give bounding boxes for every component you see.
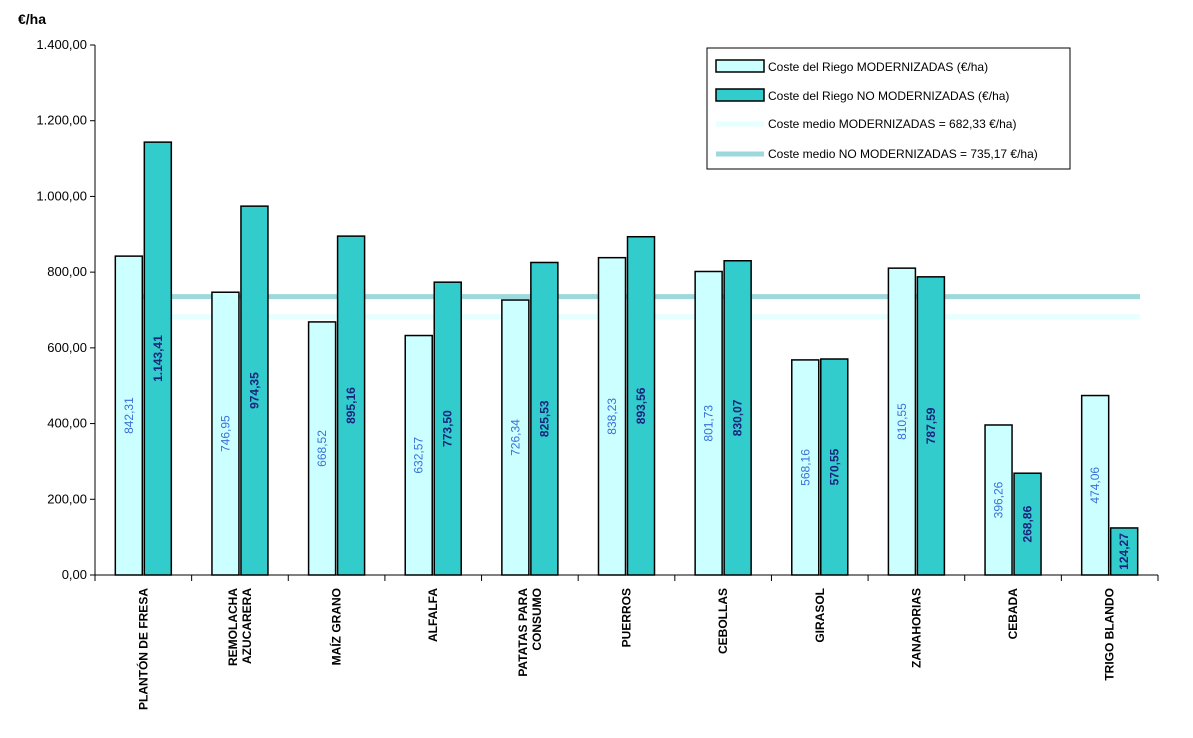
bar-modernizadas	[694, 270, 723, 576]
x-category-label: ZANAHORIAS	[909, 588, 923, 668]
x-category-label: CEBOLLAS	[716, 588, 730, 654]
x-category-label: PLANTÓN DE FRESA	[135, 588, 150, 710]
data-label-modernizadas: 396,26	[992, 481, 1006, 518]
data-label-no-modernizadas: 830,07	[731, 399, 745, 436]
y-tick-label: 400,00	[47, 416, 87, 431]
data-label-modernizadas: 632,57	[412, 437, 426, 474]
x-category-label: CONSUMO	[530, 588, 544, 651]
legend-label-avg-modernizadas: Coste medio MODERNIZADAS = 682,33 €/ha)	[768, 117, 1016, 131]
y-tick-label: 200,00	[47, 491, 87, 506]
y-tick-label: 800,00	[47, 264, 87, 279]
bar-no-modernizadas	[723, 260, 752, 576]
data-label-no-modernizadas: 570,55	[827, 448, 841, 485]
data-label-modernizadas: 838,23	[605, 398, 619, 435]
x-category-label: PUERROS	[620, 588, 634, 647]
x-category-label: AZUCARERA	[240, 588, 254, 664]
x-category-label: CEBADA	[1006, 588, 1020, 640]
data-label-no-modernizadas: 893,56	[634, 387, 648, 424]
data-label-modernizadas: 746,95	[218, 415, 232, 452]
legend-label-modernizadas: Coste del Riego MODERNIZADAS (€/ha)	[768, 60, 988, 74]
bar-labels: 842,31 1.143,41 746,95 974,35 668,52 895,16 63…	[122, 335, 1131, 570]
bar-no-modernizadas	[240, 205, 269, 576]
bar-modernizadas	[791, 359, 820, 576]
data-label-no-modernizadas: 825,53	[537, 400, 551, 437]
data-label-no-modernizadas: 268,86	[1021, 505, 1035, 542]
y-tick-label: 1.400,00	[36, 37, 87, 52]
data-label-modernizadas: 668,52	[315, 430, 329, 467]
data-label-no-modernizadas: 895,16	[344, 387, 358, 424]
bar-modernizadas	[404, 334, 433, 576]
y-tick-label: 1.200,00	[36, 113, 87, 128]
bar-modernizadas	[114, 255, 144, 576]
data-label-modernizadas: 726,34	[508, 419, 522, 456]
legend-label-no-modernizadas: Coste del Riego NO MODERNIZADAS (€/ha)	[768, 89, 1009, 103]
data-label-no-modernizadas: 1.143,41	[151, 335, 165, 382]
x-category-label: REMOLACHA	[226, 588, 240, 666]
x-category-label: PATATAS PARA	[516, 588, 530, 677]
x-category-label: ALFALFA	[426, 588, 440, 642]
bar-modernizadas	[1080, 394, 1110, 576]
bars	[114, 141, 1139, 576]
bar-no-modernizadas	[820, 358, 849, 576]
data-label-modernizadas: 568,16	[798, 449, 812, 486]
x-category-label: MAÍZ GRANO	[329, 588, 344, 665]
legend-swatch-no-modernizadas	[715, 88, 765, 102]
x-category-label: TRIGO BLANDO	[1103, 588, 1117, 681]
bar-modernizadas	[211, 291, 240, 576]
bar-modernizadas	[984, 424, 1013, 576]
y-tick-label: 1.000,00	[36, 188, 87, 203]
y-axis: 0,00 200,00 400,00 600,00 800,00 1.000,00 1.20…	[36, 37, 96, 582]
bar-no-modernizadas	[1109, 527, 1139, 576]
bar-modernizadas	[597, 256, 627, 576]
bar-no-modernizadas	[626, 235, 656, 576]
bar-no-modernizadas	[336, 235, 366, 576]
bar-no-modernizadas	[433, 281, 462, 576]
data-label-modernizadas: 842,31	[122, 397, 136, 434]
y-tick-label: 0,00	[62, 567, 87, 582]
legend-frame	[706, 47, 1071, 170]
data-label-no-modernizadas: 787,59	[924, 407, 938, 444]
bar-no-modernizadas	[143, 141, 173, 576]
data-label-no-modernizadas: 124,27	[1117, 533, 1131, 570]
y-axis-label: €/ha	[18, 11, 46, 27]
bar-modernizadas	[887, 267, 917, 576]
data-label-no-modernizadas: 773,50	[441, 410, 455, 447]
data-label-modernizadas: 810,55	[895, 403, 909, 440]
legend-label-avg-no-modernizadas: Coste medio NO MODERNIZADAS = 735,17 €/h…	[768, 147, 1038, 161]
bar-modernizadas	[501, 299, 530, 576]
bar-modernizadas	[307, 321, 337, 576]
data-label-modernizadas: 474,06	[1088, 467, 1102, 504]
x-category-label: GIRASOL	[813, 588, 827, 643]
y-tick-label: 600,00	[47, 340, 87, 355]
legend: Coste del Riego MODERNIZADAS (€/ha) Cost…	[706, 47, 1071, 170]
bar-no-modernizadas	[530, 261, 559, 576]
data-label-modernizadas: 801,73	[702, 405, 716, 442]
legend-swatch-modernizadas	[715, 59, 765, 73]
x-axis: PLANTÓN DE FRESA REMOLACHA AZUCARERA MAÍZ G…	[94, 574, 1159, 710]
data-label-no-modernizadas: 974,35	[247, 372, 261, 409]
